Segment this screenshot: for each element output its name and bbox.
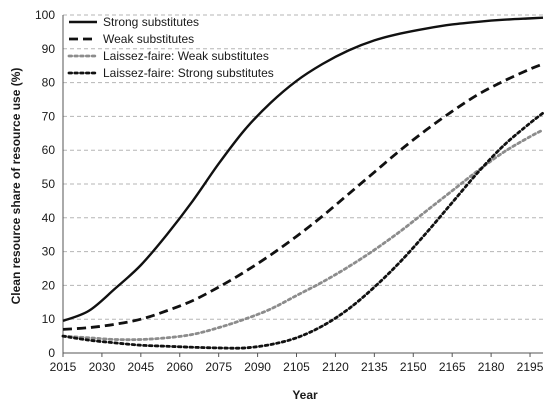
x-tick-label: 2180 bbox=[478, 360, 505, 374]
y-tick-labels: 0 10 20 30 40 50 60 70 80 90 100 bbox=[35, 8, 55, 360]
axes bbox=[62, 15, 543, 357]
x-axis-title: Year bbox=[292, 388, 318, 402]
y-tick-label: 90 bbox=[42, 42, 56, 56]
y-tick-label: 80 bbox=[42, 76, 56, 90]
series-line-3 bbox=[61, 128, 545, 342]
legend-label: Strong substitutes bbox=[103, 15, 199, 29]
legend-label: Laissez-faire: Weak substitutes bbox=[103, 49, 269, 63]
x-tick-label: 2045 bbox=[127, 360, 154, 374]
x-tick-label: 2015 bbox=[50, 360, 77, 374]
y-tick-label: 30 bbox=[42, 245, 56, 259]
series-lines bbox=[61, 16, 545, 350]
x-tick-label: 2165 bbox=[439, 360, 466, 374]
x-tick-label: 2150 bbox=[400, 360, 427, 374]
series-line-2 bbox=[62, 62, 544, 331]
x-tick-label: 2090 bbox=[244, 360, 271, 374]
series-line-1 bbox=[62, 16, 544, 323]
y-tick-label: 50 bbox=[42, 177, 56, 191]
x-tick-label: 2105 bbox=[283, 360, 310, 374]
y-tick-label: 20 bbox=[42, 278, 56, 292]
y-tick-label: 100 bbox=[35, 8, 55, 22]
y-tick-label: 70 bbox=[42, 109, 56, 123]
x-tick-label: 2195 bbox=[517, 360, 544, 374]
series-line-4 bbox=[61, 111, 545, 350]
x-tick-labels: 2015 2030 2045 2060 2075 2090 2105 2120 2135 2150… bbox=[50, 360, 544, 374]
legend: Strong substitutes Weak substitutes Laisse… bbox=[67, 15, 274, 80]
y-tick-label: 0 bbox=[48, 346, 55, 360]
y-tick-label: 10 bbox=[42, 312, 56, 326]
y-tick-label: 60 bbox=[42, 143, 56, 157]
x-tick-label: 2075 bbox=[205, 360, 232, 374]
x-tick-label: 2135 bbox=[361, 360, 388, 374]
y-tick-label: 40 bbox=[42, 211, 56, 225]
x-tick-label: 2060 bbox=[166, 360, 193, 374]
gridlines bbox=[63, 14, 543, 320]
legend-label: Laissez-faire: Strong substitutes bbox=[103, 66, 274, 80]
legend-label: Weak substitutes bbox=[103, 32, 194, 46]
x-tick-label: 2030 bbox=[89, 360, 116, 374]
x-tick-label: 2120 bbox=[322, 360, 349, 374]
y-axis-title: Clean resource share of resource use (%) bbox=[9, 68, 23, 305]
